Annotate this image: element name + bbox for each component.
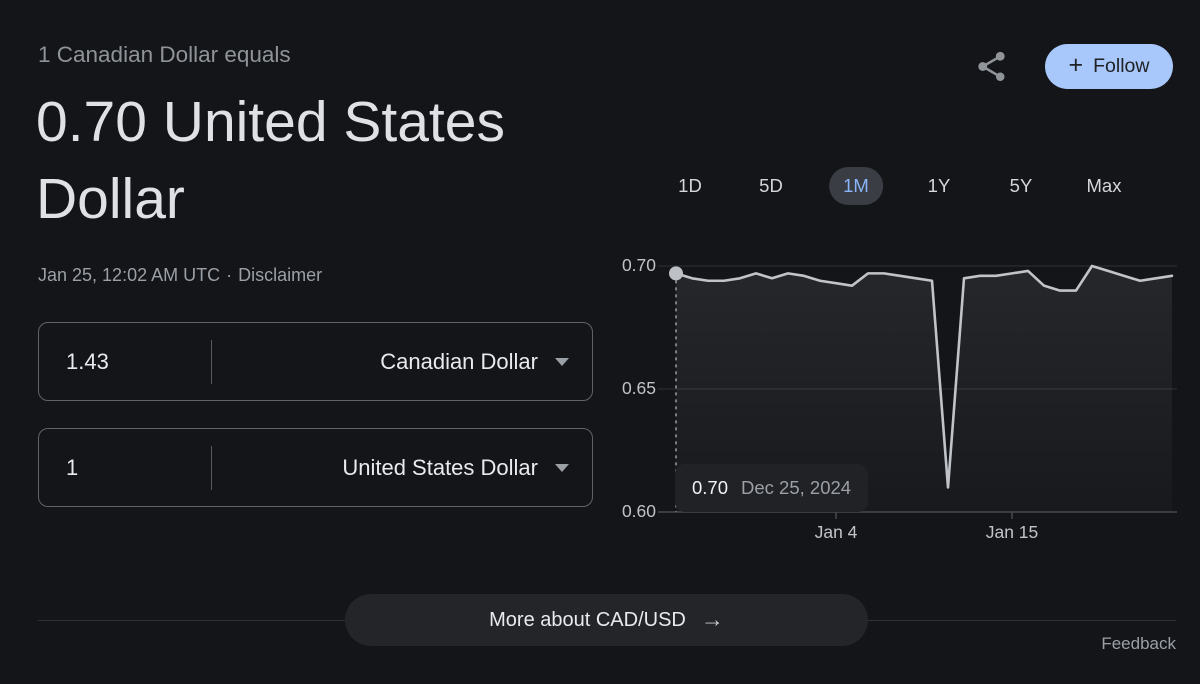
converter-row-cad: 1.43 Canadian Dollar — [38, 322, 593, 401]
feedback-link[interactable]: Feedback — [1101, 634, 1176, 653]
dropdown-arrow-icon — [555, 463, 569, 472]
y-axis-label-065: 0.65 — [621, 378, 656, 398]
tab-1y[interactable]: 1Y — [927, 175, 951, 196]
plus-icon: + — [1068, 51, 1084, 79]
tab-1m[interactable]: 1M — [829, 167, 883, 205]
y-axis-label-060: 0.60 — [621, 501, 656, 521]
x-axis-label-jan4: Jan 4 — [814, 522, 858, 542]
conversion-subtitle: 1 Canadian Dollar equals — [38, 42, 291, 67]
share-button[interactable] — [970, 45, 1012, 87]
share-icon — [977, 51, 1005, 81]
time-range-tabs: 1D 5D 1M 1Y 5Y Max — [0, 167, 1200, 205]
tab-5y[interactable]: 5Y — [1009, 175, 1033, 196]
tab-max[interactable]: Max — [1086, 175, 1122, 196]
field-divider — [211, 445, 212, 490]
conversion-result-title: 0.70 United States Dollar — [36, 90, 505, 231]
tab-1d[interactable]: 1D — [678, 175, 702, 196]
amount-input-usd[interactable]: 1 — [66, 454, 79, 480]
dropdown-arrow-icon — [555, 357, 569, 366]
amount-input-cad[interactable]: 1.43 — [66, 348, 109, 374]
arrow-right-icon: → — [700, 606, 724, 632]
tooltip-value: 0.70 — [692, 477, 729, 498]
disclaimer-link[interactable]: Disclaimer — [238, 265, 323, 285]
rate-timestamp: Jan 25, 12:02 AM UTC · Disclaimer — [38, 265, 322, 286]
converter-row-usd: 1 United States Dollar — [38, 428, 593, 507]
tab-5d[interactable]: 5D — [759, 175, 783, 196]
follow-button-label: Follow — [1093, 55, 1150, 77]
follow-button[interactable]: + Follow — [1045, 44, 1173, 89]
separator-dot: · — [226, 265, 233, 285]
more-about-label: More about CAD/USD — [489, 608, 686, 631]
y-axis-label-070: 0.70 — [621, 255, 656, 275]
field-divider — [211, 339, 212, 384]
currency-select-usd-label: United States Dollar — [342, 454, 538, 480]
timestamp-text: Jan 25, 12:02 AM UTC — [38, 265, 221, 285]
currency-select-cad[interactable]: Canadian Dollar — [380, 349, 592, 375]
chart-tooltip: 0.70 Dec 25, 2024 — [675, 464, 869, 512]
currency-select-usd[interactable]: United States Dollar — [342, 455, 592, 481]
tooltip-date: Dec 25, 2024 — [741, 477, 852, 498]
currency-select-cad-label: Canadian Dollar — [380, 348, 538, 374]
more-about-button[interactable]: More about CAD/USD → — [345, 594, 868, 646]
x-axis-label-jan15: Jan 15 — [985, 522, 1039, 542]
